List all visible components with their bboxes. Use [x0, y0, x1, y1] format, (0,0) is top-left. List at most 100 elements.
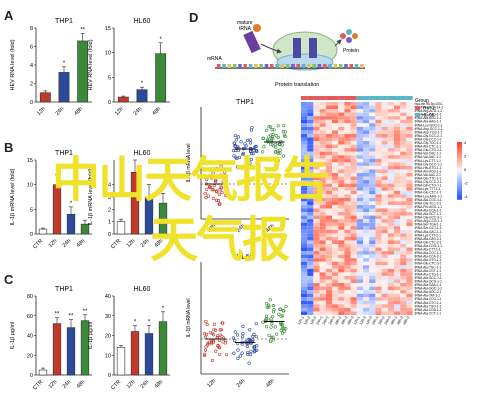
heatmap-cell: [307, 307, 314, 312]
heatmap-cell: [301, 233, 308, 237]
heatmap-cell: [375, 173, 382, 177]
heatmap-cell: [344, 109, 351, 113]
data-point: [205, 322, 209, 327]
data-point: [220, 190, 224, 195]
heatmap-cell: [356, 297, 363, 301]
heatmap-cell: [319, 126, 326, 131]
heatmap-cell: [332, 109, 339, 113]
heatmap-cell: [332, 173, 339, 177]
heatmap-cell: [332, 286, 339, 291]
data-point: [249, 341, 253, 345]
heatmap-cell: [363, 290, 370, 294]
column-label: 24h-3: [328, 316, 336, 326]
heatmap-cell: [356, 268, 363, 273]
data-point: [274, 133, 278, 138]
x-tick-label: 12h: [36, 106, 47, 117]
heatmap-cell: [313, 307, 320, 312]
heatmap-cell: [313, 126, 320, 131]
heatmap-cell: [319, 236, 326, 241]
heatmap-cell: [319, 247, 326, 252]
heatmap-cell: [381, 293, 388, 298]
heatmap-cell: [387, 215, 394, 220]
x-tick-label: 12h: [206, 223, 217, 234]
heatmap-cell: [369, 254, 376, 259]
data-point: [261, 320, 265, 324]
data-point: [276, 135, 280, 139]
row-label: tRNA-Gly-CCC-1-1: [415, 137, 442, 141]
heatmap-cell: [375, 183, 382, 188]
codon-mark: [312, 64, 316, 68]
data-point: [269, 325, 273, 329]
heatmap-cell: [301, 240, 308, 244]
heatmap-cell: [381, 240, 388, 244]
heatmap-cell: [356, 187, 363, 191]
heatmap-cell: [301, 226, 308, 230]
heatmap-cell: [369, 105, 376, 110]
heatmap-cell: [356, 123, 363, 127]
heatmap-cell: [406, 141, 413, 145]
heatmap-cell: [356, 304, 363, 308]
y-tick-label: 0: [30, 100, 33, 106]
heatmap-cell: [325, 247, 332, 252]
heatmap-cell: [307, 208, 314, 213]
data-point: [261, 150, 265, 154]
heatmap-cell: [394, 187, 401, 191]
data-point: [280, 331, 285, 335]
row-label: tRNA-Ala-CAG-1-1: [415, 113, 442, 117]
plot-title: THP1: [236, 99, 254, 106]
heatmap-cell: [406, 251, 413, 255]
heatmap-cell: [356, 240, 363, 244]
data-point: [206, 343, 210, 347]
heatmap-cell: [301, 290, 308, 294]
heatmap-cell: [363, 311, 370, 315]
heatmap-cell: [400, 204, 407, 209]
heatmap-cell: [325, 229, 332, 234]
heatmap-cell: [344, 268, 351, 273]
panel-letter-d: D: [189, 10, 199, 25]
heatmap-cell: [319, 275, 326, 280]
data-point: [211, 340, 216, 344]
heatmap-cell: [400, 304, 407, 308]
column-label: 24h-2: [322, 316, 330, 326]
heatmap-cell: [319, 148, 326, 152]
data-point: [262, 145, 266, 149]
heatmap-cell: [319, 272, 326, 276]
heatmap-cell: [301, 151, 308, 156]
heatmap-cell: [387, 126, 394, 131]
heatmap-cell: [400, 212, 407, 216]
data-point: [270, 314, 275, 319]
heatmap-cell: [356, 197, 363, 202]
row-label: tRNA-Gly-GCC-3-1: [415, 216, 442, 220]
heatmap-cell: [313, 190, 320, 195]
heatmap-cell: [394, 240, 401, 244]
heatmap-cell: [363, 130, 370, 134]
heatmap-cell: [394, 304, 401, 308]
heatmap-cell: [400, 268, 407, 273]
heatmap-cell: [356, 155, 363, 159]
heatmap-cell: [363, 275, 370, 280]
group-bar-cell: [319, 96, 326, 100]
data-point: [284, 327, 288, 331]
heatmap-cell: [313, 293, 320, 298]
heatmap-cell: [369, 212, 376, 216]
heatmap-cell: [325, 279, 332, 284]
data-point: [280, 143, 285, 147]
heatmap-cell: [400, 275, 407, 280]
column-label: 12h-1: [297, 316, 305, 326]
significance-mark: **: [55, 312, 60, 318]
heatmap-cell: [332, 293, 339, 298]
heatmap-cell: [387, 251, 394, 255]
heatmap-cell: [301, 258, 308, 262]
heatmap-cell: [375, 275, 382, 280]
data-point: [246, 350, 250, 355]
heatmap-cell: [325, 158, 332, 163]
heatmap-cell: [406, 123, 413, 127]
heatmap-cell: [313, 229, 320, 234]
heatmap-cell: [301, 169, 308, 173]
heatmap-cell: [338, 244, 345, 248]
heatmap-cell: [344, 176, 351, 181]
heatmap-cell: [301, 254, 308, 259]
heatmap-cell: [400, 123, 407, 127]
heatmap-cell: [406, 261, 413, 266]
